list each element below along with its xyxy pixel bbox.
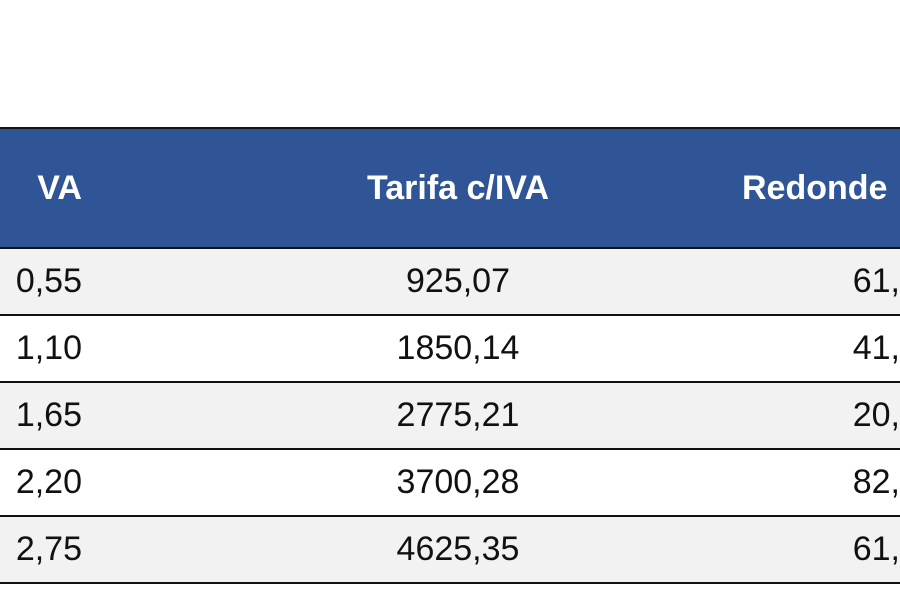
table-cell: 4625,35 xyxy=(396,530,520,568)
table-row: 2,20 3700,28 82, xyxy=(0,450,900,517)
table-row: 2,75 4625,35 61, xyxy=(0,517,900,584)
table-cell: 2,75 xyxy=(15,530,82,568)
table-row: 0,55 925,07 61, xyxy=(0,249,900,316)
table-row: 1,65 2775,21 20, xyxy=(0,383,900,450)
table-cell: 2,20 xyxy=(15,463,82,501)
table-cell: 41, xyxy=(852,329,900,367)
header-cell: VA xyxy=(37,168,82,207)
table-cell: 1850,14 xyxy=(396,329,520,367)
table-header: VA Tarifa c/IVA Redonde xyxy=(0,127,900,249)
table-cell: 0,55 xyxy=(15,262,82,300)
table-cell: 20, xyxy=(852,396,900,434)
table-cell: 82, xyxy=(852,463,900,501)
table-cell: 61, xyxy=(852,530,900,568)
table-cell: 3700,28 xyxy=(396,463,520,501)
table-cell: 61, xyxy=(852,262,900,300)
table-cell: 2775,21 xyxy=(396,396,520,434)
table-cell: 925,07 xyxy=(406,262,510,300)
header-cell: Tarifa c/IVA xyxy=(366,168,550,207)
header-cell: Redonde xyxy=(742,168,888,207)
table-row: 1,10 1850,14 41, xyxy=(0,316,900,383)
table-cell: 1,65 xyxy=(15,396,82,434)
table-cell: 1,10 xyxy=(15,329,82,367)
table: VA Tarifa c/IVA Redonde 0,55 925,07 61, 1,10 18… xyxy=(0,127,900,586)
